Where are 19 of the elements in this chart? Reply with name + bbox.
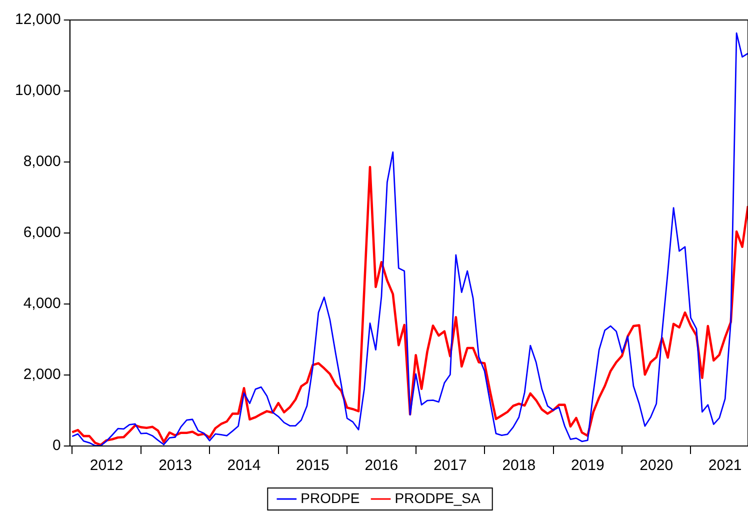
y-tick-label: 12,000	[14, 11, 61, 28]
y-tick-label: 2,000	[23, 366, 61, 384]
y-tick-label: 8,000	[23, 153, 61, 170]
x-tick-label: 2020	[640, 457, 674, 474]
x-tick-label: 2016	[364, 457, 398, 474]
x-tick-label: 2014	[227, 457, 261, 474]
legend-label: PRODPE	[300, 490, 360, 506]
x-tick-label: 2015	[296, 457, 330, 474]
x-tick-label: 2012	[90, 457, 124, 474]
y-tick-label: 0	[52, 437, 61, 454]
x-tick-label: 2018	[502, 457, 536, 474]
y-tick-label: 4,000	[23, 295, 61, 312]
y-tick-label: 6,000	[23, 224, 61, 242]
x-tick-label: 2021	[708, 457, 742, 474]
x-tick-label: 2013	[158, 457, 192, 474]
x-tick-label: 2019	[570, 457, 604, 474]
y-tick-label: 10,000	[14, 82, 61, 100]
x-tick-label: 2017	[433, 457, 467, 474]
legend-label: PRODPE_SA	[394, 490, 482, 506]
